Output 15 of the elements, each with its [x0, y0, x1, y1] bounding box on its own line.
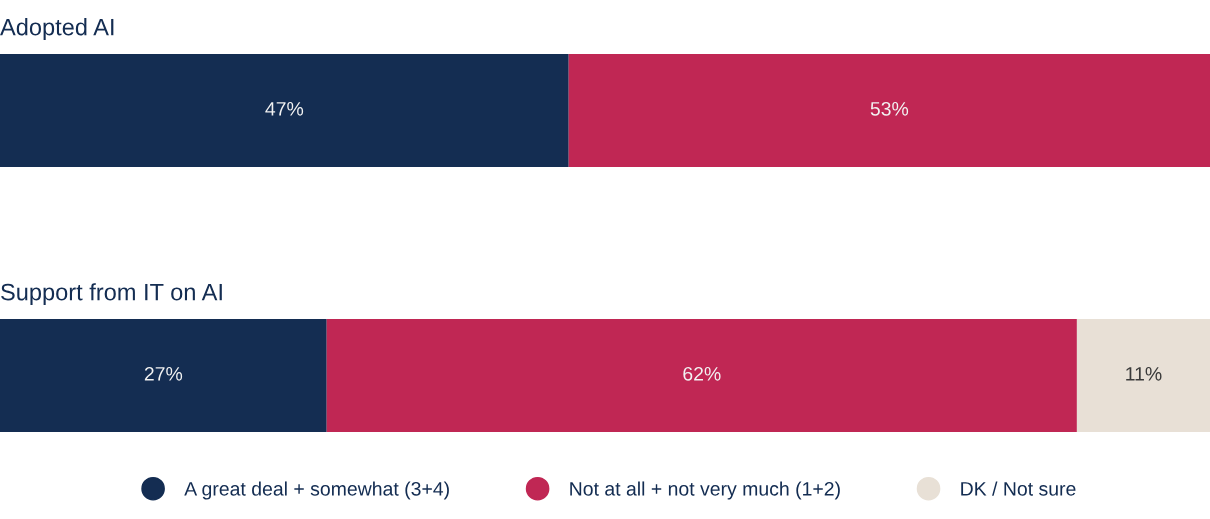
bar — [0, 54, 569, 167]
data-label: 47% — [265, 102, 304, 116]
y-tick-label: Adopted AI — [0, 18, 114, 41]
data-label: 27% — [144, 366, 183, 381]
legend-label: DK / Not sure — [961, 481, 1076, 496]
bar — [1076, 319, 1210, 432]
legend-label: Not at all + not very much (1+2) — [570, 481, 840, 500]
legend-label: A great deal + somewhat (3+4) — [184, 481, 449, 500]
y-tick-label: Support from IT on AI — [1, 283, 222, 306]
data-label: 11% — [1126, 367, 1162, 381]
bar — [568, 54, 1210, 167]
bar — [0, 319, 327, 432]
bar — [326, 319, 1077, 432]
data-label: 62% — [683, 366, 721, 381]
data-label: 53% — [870, 101, 909, 116]
